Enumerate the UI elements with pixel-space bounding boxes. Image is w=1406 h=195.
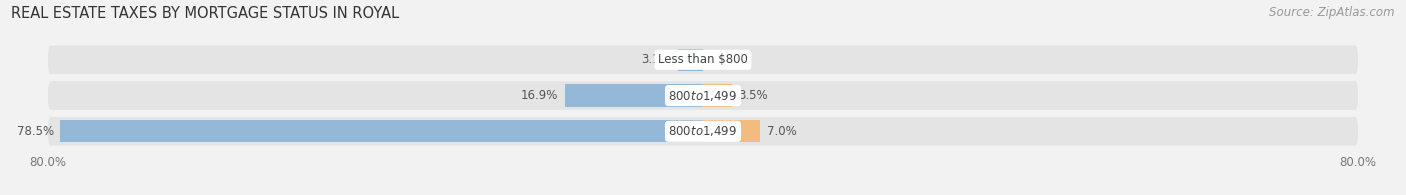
- FancyBboxPatch shape: [48, 81, 1358, 110]
- Text: 3.1%: 3.1%: [641, 53, 671, 66]
- Text: REAL ESTATE TAXES BY MORTGAGE STATUS IN ROYAL: REAL ESTATE TAXES BY MORTGAGE STATUS IN …: [11, 6, 399, 21]
- Bar: [703, 84, 731, 107]
- Text: 78.5%: 78.5%: [17, 125, 53, 138]
- FancyBboxPatch shape: [48, 117, 1358, 146]
- Text: 16.9%: 16.9%: [520, 89, 558, 102]
- Text: $800 to $1,499: $800 to $1,499: [668, 124, 738, 138]
- FancyBboxPatch shape: [48, 45, 1358, 74]
- Text: 3.5%: 3.5%: [738, 89, 768, 102]
- Bar: [60, 120, 703, 142]
- Text: 0.0%: 0.0%: [710, 53, 740, 66]
- Bar: [678, 49, 703, 71]
- Text: Source: ZipAtlas.com: Source: ZipAtlas.com: [1270, 6, 1395, 19]
- Text: 7.0%: 7.0%: [766, 125, 797, 138]
- Bar: [565, 84, 703, 107]
- Text: $800 to $1,499: $800 to $1,499: [668, 89, 738, 103]
- Bar: [703, 120, 761, 142]
- Text: Less than $800: Less than $800: [658, 53, 748, 66]
